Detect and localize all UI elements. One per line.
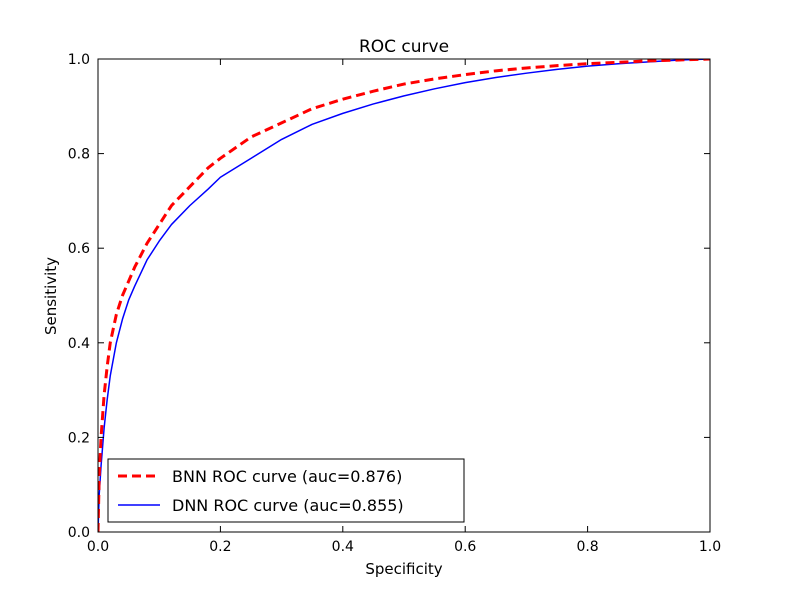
plot-area	[98, 59, 710, 532]
x-tick-label: 0.6	[454, 539, 476, 555]
x-axis-label: Specificity	[365, 560, 442, 578]
y-tick-label: 0.0	[68, 525, 90, 541]
legend-box	[107, 458, 465, 523]
x-tick-label: 0.8	[576, 539, 598, 555]
x-tick-label: 0.0	[87, 539, 109, 555]
series-line-dnn	[98, 59, 710, 532]
legend-label-dnn: DNN ROC curve (auc=0.855)	[172, 496, 404, 515]
y-axis-label: Sensitivity	[42, 257, 60, 335]
y-tick-label: 0.6	[68, 241, 90, 257]
x-tick-label: 0.2	[209, 539, 231, 555]
legend-label-bnn: BNN ROC curve (auc=0.876)	[172, 467, 402, 486]
y-tick-label: 0.8	[68, 147, 90, 163]
y-tick-label: 1.0	[68, 52, 90, 68]
chart-title: ROC curve	[359, 37, 449, 57]
y-tick-label: 0.2	[68, 430, 90, 446]
axis-ticks: 0.0 0.2 0.4 0.6 0.8 1.0 0.0 0.2 0.4 0.6 0.8 1.0	[68, 52, 721, 555]
x-tick-label: 0.4	[332, 539, 354, 555]
plot-frame	[97, 58, 711, 533]
y-tick-label: 0.4	[68, 336, 90, 352]
series-line-bnn	[98, 59, 710, 532]
legend: BNN ROC curve (auc=0.876) DNN ROC curve …	[107, 458, 465, 523]
x-tick-label: 1.0	[699, 539, 721, 555]
